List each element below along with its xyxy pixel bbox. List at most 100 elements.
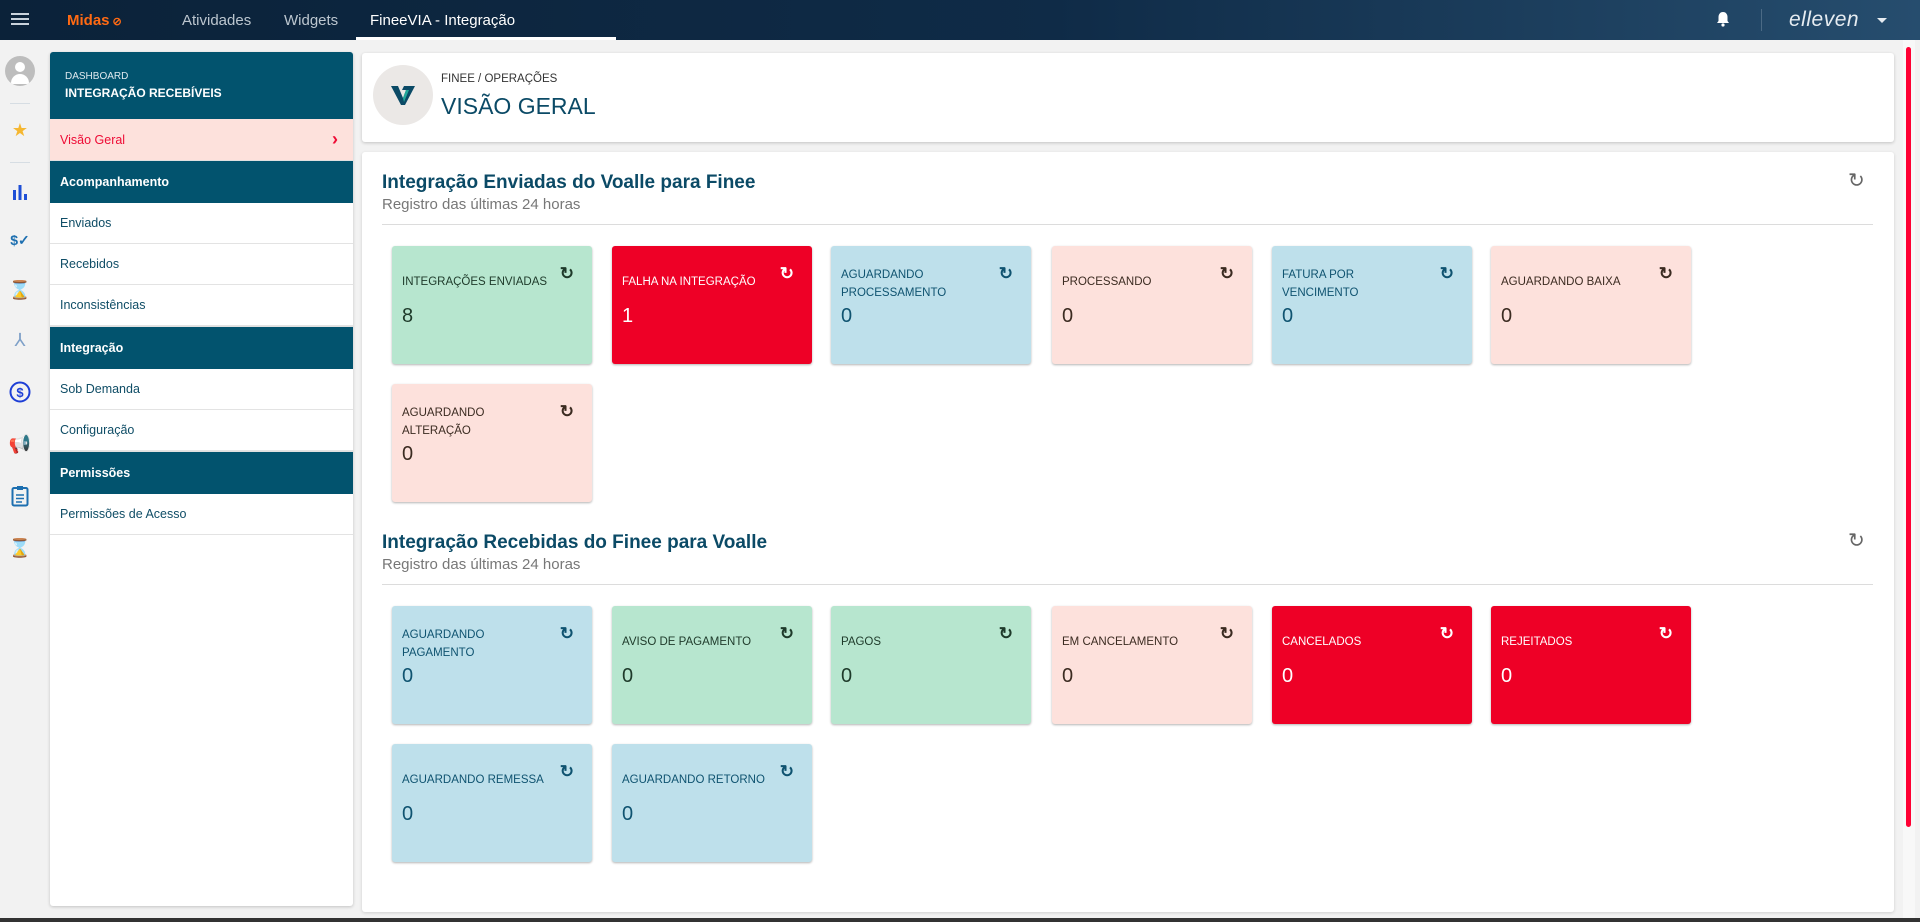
refresh-icon[interactable]: ↻ (779, 624, 794, 643)
refresh-icon[interactable]: ↻ (1848, 170, 1865, 192)
divider (1761, 9, 1762, 31)
refresh-icon[interactable]: ↻ (559, 264, 574, 283)
refresh-icon[interactable]: ↻ (1219, 624, 1234, 643)
refresh-icon[interactable]: ↻ (1658, 624, 1673, 643)
content-card: Integração Enviadas do Voalle para Finee… (362, 152, 1894, 912)
hierarchy-icon[interactable]: ⅄ (14, 329, 26, 350)
megaphone-icon[interactable]: 📢 (8, 433, 32, 454)
nav-item-permissoes-acesso[interactable]: Permissões de Acesso (50, 494, 353, 535)
refresh-icon[interactable]: ↻ (1848, 530, 1865, 552)
divider (10, 103, 30, 104)
clipboard-icon[interactable] (8, 484, 32, 508)
status-card[interactable]: INTEGRAÇÕES ENVIADAS ↻ 8 (392, 246, 592, 364)
refresh-icon[interactable]: ↻ (998, 624, 1013, 643)
status-card[interactable]: PAGOS ↻ 0 (831, 606, 1031, 724)
status-card[interactable]: AGUARDANDO PAGAMENTO ↻ 0 (392, 606, 592, 724)
card-label: REJEITADOS (1501, 636, 1573, 648)
svg-text:$: $ (16, 385, 24, 400)
status-card[interactable]: CANCELADOS ↻ 0 (1272, 606, 1472, 724)
finee-icon[interactable]: ⌛ (8, 537, 32, 558)
star-icon[interactable]: ★ (11, 119, 29, 140)
bar-chart-icon[interactable] (8, 180, 32, 204)
status-card[interactable]: FALHA NA INTEGRAÇÃO ↻ 1 (612, 246, 812, 364)
status-card[interactable]: FATURA POR VENCIMENTO ↻ 0 (1272, 246, 1472, 364)
refresh-icon[interactable]: ↻ (1439, 264, 1454, 283)
panel-header: DASHBOARD INTEGRAÇÃO RECEBÍVEIS (50, 52, 353, 119)
status-card[interactable]: AGUARDANDO REMESSA ↻ 0 (392, 744, 592, 862)
refresh-icon[interactable]: ↻ (998, 264, 1013, 283)
card-label: INTEGRAÇÕES ENVIADAS (402, 276, 548, 288)
nav-item-configuracao[interactable]: Configuração (50, 410, 353, 451)
status-card[interactable]: REJEITADOS ↻ 0 (1491, 606, 1691, 724)
card-value: 0 (622, 803, 634, 825)
section-permissoes: Permissões (50, 451, 353, 494)
page-header: FINEE / OPERAÇÕES VISÃO GERAL (362, 53, 1894, 142)
avatar[interactable] (5, 56, 35, 86)
refresh-icon[interactable]: ↻ (559, 762, 574, 781)
refresh-icon[interactable]: ↻ (1439, 624, 1454, 643)
nav-item-sob-demanda[interactable]: Sob Demanda (50, 369, 353, 410)
card-value: 0 (1501, 665, 1513, 687)
scrollbar-thumb[interactable] (1906, 47, 1911, 827)
section-title: Integração Enviadas do Voalle para Finee (382, 172, 756, 193)
panel-subtitle: DASHBOARD (65, 71, 129, 82)
section-divider (382, 224, 1873, 225)
nav-label: Visão Geral (60, 132, 126, 147)
breadcrumb: FINEE / OPERAÇÕES (441, 73, 558, 85)
status-card[interactable]: AVISO DE PAGAMENTO ↻ 0 (612, 606, 812, 724)
midas-logo[interactable]: Midas ⊘ (67, 12, 122, 29)
card-label: AGUARDANDO PAGAMENTO (402, 629, 485, 659)
bottom-edge (0, 918, 1920, 922)
card-label: PROCESSANDO (1062, 276, 1152, 288)
money-check-icon[interactable]: $✓ (10, 231, 30, 248)
nav-item-enviados[interactable]: Enviados (50, 203, 353, 244)
card-label: AVISO DE PAGAMENTO (622, 636, 752, 648)
dollar-circle-icon[interactable]: $ (8, 380, 32, 404)
refresh-icon[interactable]: ↻ (559, 624, 574, 643)
section-subtitle: Registro das últimas 24 horas (382, 196, 581, 213)
finee-icon[interactable]: ⌛ (8, 279, 32, 300)
section-divider (382, 584, 1873, 585)
refresh-icon[interactable]: ↻ (779, 264, 794, 283)
bell-icon[interactable] (1716, 11, 1730, 27)
panel-title: INTEGRAÇÃO RECEBÍVEIS (65, 86, 222, 100)
card-value: 0 (1282, 305, 1294, 327)
brand-logo[interactable]: elleven (1789, 8, 1860, 31)
card-label: AGUARDANDO REMESSA (402, 774, 544, 786)
tab-widgets[interactable]: Widgets (284, 12, 339, 29)
tab-atividades[interactable]: Atividades (182, 12, 252, 29)
check-circle-icon: ⊘ (112, 16, 122, 28)
caret-down-icon[interactable] (1877, 18, 1887, 23)
card-value: 0 (1501, 305, 1513, 327)
status-card[interactable]: AGUARDANDO ALTERAÇÃO ↻ 0 (392, 384, 592, 502)
card-label: FALHA NA INTEGRAÇÃO (622, 276, 756, 288)
card-value: 0 (622, 665, 634, 687)
card-label: AGUARDANDO ALTERAÇÃO (402, 407, 485, 437)
refresh-icon[interactable]: ↻ (1658, 264, 1673, 283)
nav-item-visao-geral[interactable]: Visão Geral › (50, 119, 353, 160)
tab-fineevia[interactable]: FineeVIA - Integração Cobrança✕ (356, 0, 616, 71)
icon-rail: ★ $✓ ⌛ ⅄ $ 📢 ⌛ (0, 40, 40, 922)
refresh-icon[interactable]: ↻ (559, 402, 574, 421)
card-label: EM CANCELAMENTO (1062, 636, 1179, 648)
nav-item-inconsistencias[interactable]: Inconsistências (50, 285, 353, 326)
card-value: 0 (1062, 665, 1074, 687)
status-card[interactable]: PROCESSANDO ↻ 0 (1052, 246, 1252, 364)
finee-logo (373, 65, 433, 125)
refresh-icon[interactable]: ↻ (779, 762, 794, 781)
section-integracao: Integração (50, 326, 353, 369)
side-panel: DASHBOARD INTEGRAÇÃO RECEBÍVEIS Visão Ge… (50, 52, 353, 906)
menu-icon[interactable] (11, 10, 29, 30)
status-card[interactable]: EM CANCELAMENTO ↻ 0 (1052, 606, 1252, 724)
nav-item-recebidos[interactable]: Recebidos (50, 244, 353, 285)
status-card[interactable]: AGUARDANDO RETORNO ↻ 0 (612, 744, 812, 862)
card-value: 0 (402, 665, 414, 687)
card-label: AGUARDANDO RETORNO (622, 774, 765, 786)
status-card[interactable]: AGUARDANDO BAIXA ↻ 0 (1491, 246, 1691, 364)
card-label: CANCELADOS (1282, 636, 1362, 648)
section-subtitle: Registro das últimas 24 horas (382, 556, 581, 573)
refresh-icon[interactable]: ↻ (1219, 264, 1234, 283)
page-title: VISÃO GERAL (441, 93, 596, 119)
status-card[interactable]: AGUARDANDO PROCESSAMENTO ↻ 0 (831, 246, 1031, 364)
divider (10, 162, 30, 163)
